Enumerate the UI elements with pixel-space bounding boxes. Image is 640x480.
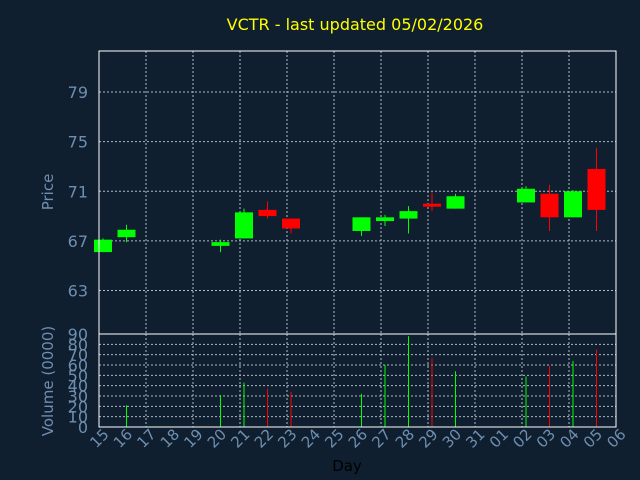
volume-tick-label: 80 xyxy=(68,335,88,354)
volume-axis-label: Volume (0000) xyxy=(39,326,57,436)
candle-body xyxy=(352,217,371,231)
candle-body xyxy=(258,209,277,217)
price-tick-label: 79 xyxy=(68,83,88,102)
candle-body xyxy=(211,242,230,246)
price-tick-label: 75 xyxy=(68,133,88,152)
volume-tick-label: 20 xyxy=(68,397,88,416)
volume-panel-frame xyxy=(98,333,617,428)
candle-body xyxy=(587,168,606,210)
x-axis: 1516171819202122232425262728293031010203… xyxy=(86,425,629,451)
candle-body xyxy=(564,191,582,218)
chart-title: VCTR - last updated 05/02/2026 xyxy=(227,15,484,34)
volume-grid xyxy=(99,334,616,427)
volume-tick-label: 50 xyxy=(68,366,88,385)
candle-body xyxy=(376,217,394,222)
x-axis-label: Day xyxy=(332,457,362,475)
volume-tick-label: 90 xyxy=(68,325,88,344)
candle-body xyxy=(94,239,112,253)
price-tick-label: 71 xyxy=(68,182,88,201)
volume-tick-label: 10 xyxy=(68,408,88,427)
price-axis: 79 75 71 67 63 xyxy=(68,83,88,301)
candle-body xyxy=(423,203,441,207)
candle-body xyxy=(517,188,535,203)
volume-tick-label: 0 xyxy=(78,418,88,437)
volume-tick-label: 70 xyxy=(68,346,88,365)
volume-tick-label: 60 xyxy=(68,356,88,375)
candle-body xyxy=(399,211,418,219)
candle-body xyxy=(235,212,253,239)
price-axis-label: Price xyxy=(39,174,57,211)
candle-body xyxy=(540,193,559,218)
price-tick-label: 67 xyxy=(68,232,88,251)
price-series xyxy=(94,147,606,253)
price-tick-label: 63 xyxy=(68,282,88,301)
candle-body xyxy=(117,229,136,238)
candle-body xyxy=(282,218,300,229)
candle-body xyxy=(446,196,465,209)
volume-series xyxy=(126,336,597,427)
volume-tick-label: 30 xyxy=(68,387,88,406)
volume-tick-label: 40 xyxy=(68,377,88,396)
